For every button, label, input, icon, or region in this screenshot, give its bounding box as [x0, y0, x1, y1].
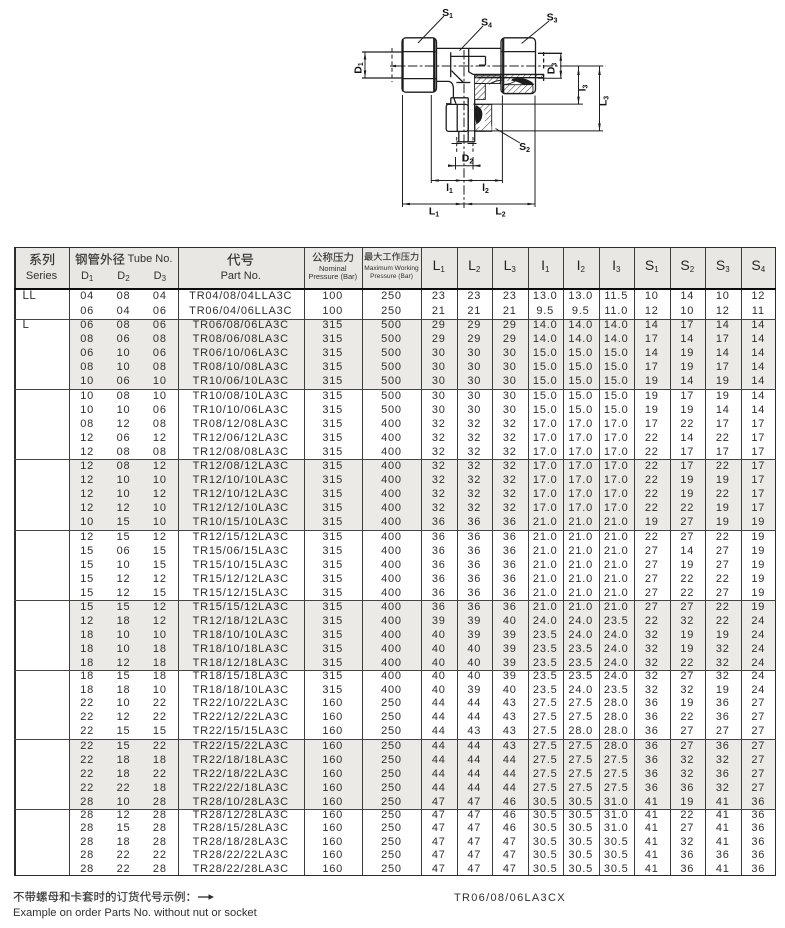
- svg-text:D2: D2: [462, 153, 474, 166]
- svg-text:l3: l3: [577, 84, 590, 91]
- svg-text:S2: S2: [519, 141, 530, 154]
- svg-text:l1: l1: [446, 182, 453, 195]
- svg-text:D1: D1: [352, 62, 365, 74]
- svg-text:L2: L2: [495, 206, 505, 219]
- svg-text:S3: S3: [547, 12, 558, 25]
- svg-text:S4: S4: [481, 17, 492, 30]
- svg-text:L1: L1: [429, 206, 439, 219]
- svg-text:l2: l2: [482, 182, 489, 195]
- svg-text:L3: L3: [598, 96, 611, 106]
- svg-text:S1: S1: [442, 7, 453, 20]
- svg-text:D3: D3: [546, 63, 559, 75]
